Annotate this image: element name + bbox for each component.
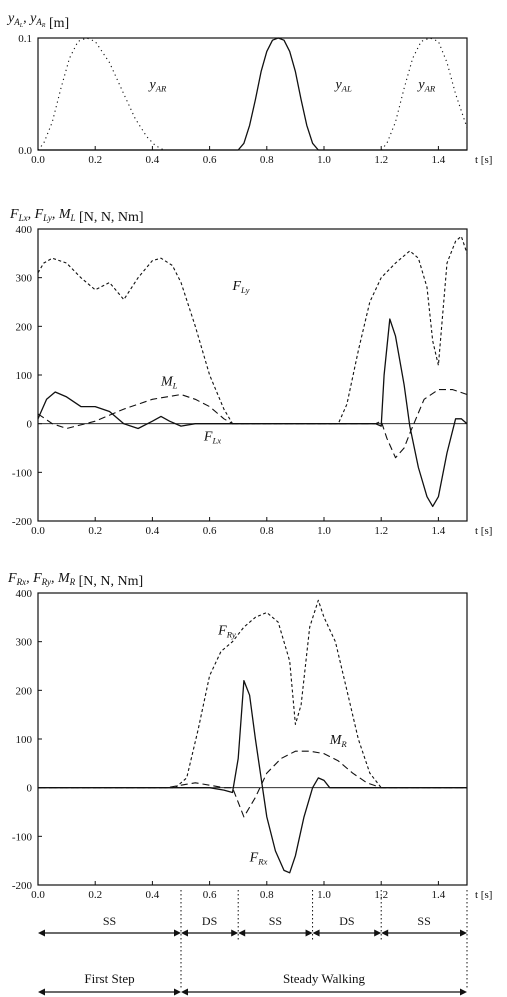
phase-arrowhead-left — [38, 929, 45, 937]
plot-frame — [37, 592, 468, 886]
x-axis-label: t [s] — [475, 889, 492, 901]
chart-title: yAL, yAR [m] — [6, 11, 69, 31]
y-tick-label: 100 — [16, 370, 33, 382]
phase-arrowhead-right — [231, 929, 239, 937]
phase-arrowhead-left — [38, 988, 45, 996]
x-tick-label: 0.2 — [88, 889, 102, 901]
annotation-yAR: yAR — [148, 77, 168, 93]
x-tick-label: 0.2 — [88, 525, 102, 537]
phase-arrowhead-left — [238, 929, 246, 937]
y-tick-label: 400 — [16, 224, 33, 236]
y-tick-label: 200 — [16, 685, 33, 697]
y-tick-label: 300 — [16, 273, 33, 285]
phase-label: SS — [103, 914, 116, 928]
x-tick-label: 0.0 — [31, 154, 45, 166]
x-tick-label: 0.8 — [260, 889, 274, 901]
phase-arrowhead-right — [374, 929, 382, 937]
annotation-FLx: FLx — [203, 430, 221, 446]
series-FLy-line — [37, 235, 468, 425]
phase-arrowhead-right — [174, 988, 181, 996]
series-ML-line — [37, 389, 468, 459]
chart-panel-1: yAL, yAR [m] — [6, 11, 468, 151]
annotation-FLy: FLy — [231, 279, 249, 295]
y-tick-label: -100 — [12, 831, 33, 843]
y-tick-label: -100 — [12, 467, 33, 479]
x-tick-label: 1.4 — [432, 525, 446, 537]
x-tick-label: 0.6 — [203, 154, 217, 166]
series-yAR-line — [380, 37, 468, 151]
x-tick-label: 1.4 — [432, 154, 446, 166]
phase-arrowhead-left — [181, 988, 188, 996]
y-tick-label: 0 — [27, 783, 33, 795]
phase-arrowhead-right — [460, 988, 467, 996]
phase-arrowhead-right — [305, 929, 313, 937]
series-MR-line — [38, 750, 467, 818]
x-tick-label: 0.4 — [146, 525, 160, 537]
x-tick-label: 1.0 — [317, 889, 331, 901]
phase-label: DS — [202, 914, 217, 928]
phase-arrowhead-left — [312, 929, 320, 937]
annotation-FRx: FRx — [249, 851, 268, 867]
x-tick-label: 0.8 — [260, 525, 274, 537]
phase-label: Steady Walking — [283, 971, 366, 986]
phase-label: SS — [269, 914, 282, 928]
x-tick-label: 1.2 — [374, 154, 388, 166]
chart-panel-2: FLx, FLy, ML [N, N, Nm] — [9, 207, 468, 522]
phase-label: DS — [339, 914, 354, 928]
x-tick-label: 1.0 — [317, 154, 331, 166]
series-FRx-line — [38, 679, 467, 874]
x-tick-label: 0.0 — [31, 889, 45, 901]
y-tick-label: 100 — [16, 734, 33, 746]
x-tick-label: 1.4 — [432, 889, 446, 901]
series-yAL-line — [38, 37, 467, 151]
x-tick-label: 0.4 — [146, 154, 160, 166]
annotation-ML: ML — [160, 375, 178, 391]
x-tick-label: 0.6 — [203, 889, 217, 901]
phase-arrow-ds — [312, 929, 382, 937]
annotation-MR: MR — [329, 733, 348, 749]
x-tick-label: 0.4 — [146, 889, 160, 901]
y-tick-label: -200 — [12, 516, 33, 528]
y-tick-label: -200 — [12, 880, 33, 892]
phase-arrow-row2 — [38, 988, 181, 996]
x-tick-label: 0.6 — [203, 525, 217, 537]
x-axis-label: t [s] — [475, 154, 492, 166]
x-tick-label: 1.0 — [317, 525, 331, 537]
annotation-yAR: yAR — [416, 77, 436, 93]
annotation-FRy: FRy — [217, 623, 236, 639]
x-tick-label: 1.2 — [374, 525, 388, 537]
chart-title: FRx, FRy, MR [N, N, Nm] — [7, 571, 143, 589]
phase-arrow-ss — [38, 929, 181, 937]
y-tick-label: 0.0 — [18, 145, 32, 157]
phase-arrow-row2 — [181, 988, 467, 996]
phase-arrow-ss — [381, 929, 467, 937]
annotation-yAL: yAL — [333, 77, 352, 93]
y-tick-label: 200 — [16, 321, 33, 333]
phase-label: First Step — [84, 971, 134, 986]
x-tick-label: 0.0 — [31, 525, 45, 537]
series-FRy-line — [38, 599, 467, 789]
chart-panel-3: FRx, FRy, MR [N, N, Nm] — [7, 571, 468, 886]
plot-frame — [37, 37, 468, 151]
phase-arrow-ss — [238, 929, 313, 937]
phase-label: SS — [417, 914, 430, 928]
x-axis-label: t [s] — [475, 525, 492, 537]
phase-arrowhead-left — [181, 929, 188, 937]
series-yAR-line — [37, 37, 181, 151]
y-tick-label: 0.1 — [18, 33, 32, 45]
y-tick-label: 300 — [16, 637, 33, 649]
y-tick-label: 400 — [16, 588, 33, 600]
series-FLx-line — [37, 318, 468, 508]
phase-arrow-ds — [181, 929, 239, 937]
phase-arrowhead-right — [174, 929, 181, 937]
x-tick-label: 0.8 — [260, 154, 274, 166]
chart-title: FLx, FLy, ML [N, N, Nm] — [9, 207, 144, 225]
phase-arrowhead-left — [381, 929, 389, 937]
y-tick-label: 0 — [27, 419, 33, 431]
phase-arrowhead-right — [460, 929, 467, 937]
x-tick-label: 0.2 — [88, 154, 102, 166]
